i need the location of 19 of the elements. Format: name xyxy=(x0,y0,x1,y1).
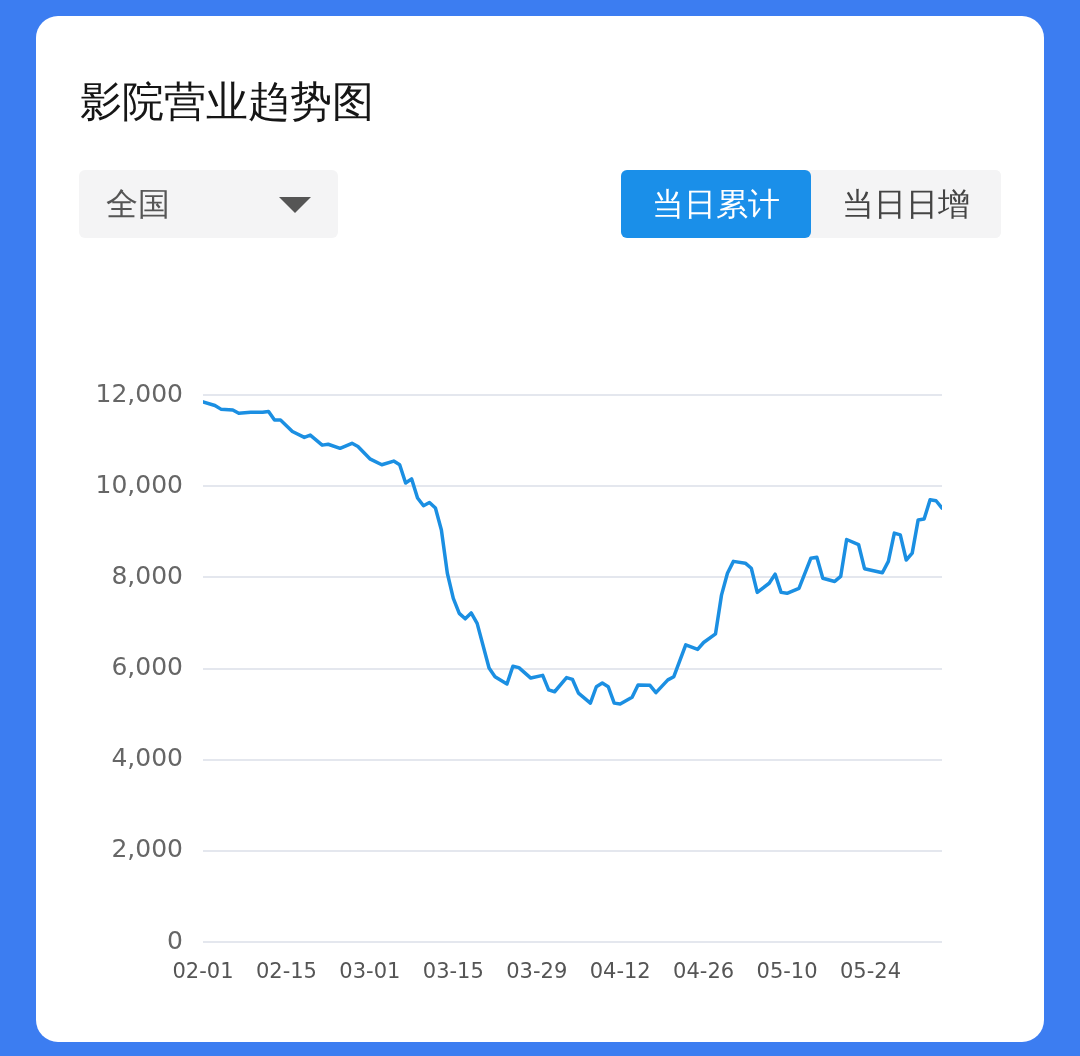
x-tick-label: 02-15 xyxy=(255,959,317,984)
x-tick-label: 02-01 xyxy=(172,959,234,984)
x-tick-label: 03-01 xyxy=(339,959,401,984)
chart-title: 影院营业趋势图 xyxy=(80,77,374,126)
toggle-button: 当日累计 xyxy=(621,170,811,238)
y-tick-label: 8,000 xyxy=(111,560,183,590)
x-tick-label: 03-15 xyxy=(422,959,484,984)
y-tick-label: 6,000 xyxy=(111,652,183,681)
x-tick-label: 04-26 xyxy=(673,959,735,984)
x-tick-label: 05-24 xyxy=(839,959,901,984)
y-tick-label: 0 xyxy=(167,925,183,955)
x-tick-label: 04-12 xyxy=(589,959,651,984)
y-tick-label: 12,000 xyxy=(95,378,183,408)
x-tick-label: 05-10 xyxy=(756,959,818,984)
dropdown: 全国 xyxy=(79,170,338,238)
y-tick-label: 4,000 xyxy=(111,743,183,773)
x-tick-label: 03-29 xyxy=(506,959,568,984)
y-tick-label: 2,000 xyxy=(111,834,183,864)
y-tick-label: 10,000 xyxy=(95,469,183,499)
